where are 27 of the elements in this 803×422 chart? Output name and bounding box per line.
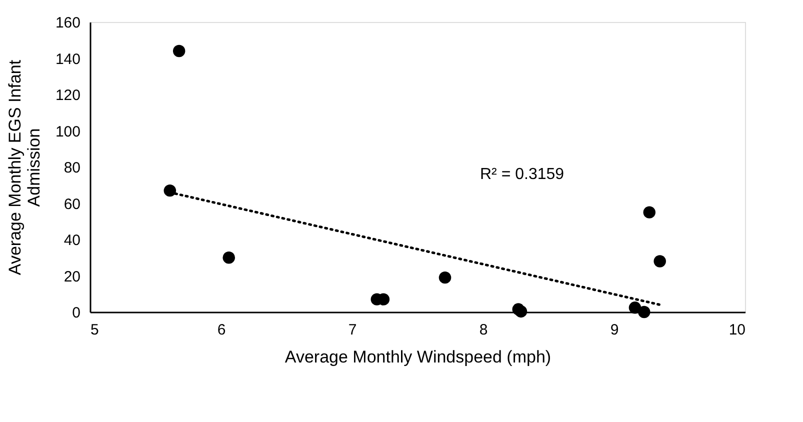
x-tick-label: 5 (90, 322, 99, 338)
point (438, 271, 452, 284)
point (164, 184, 176, 197)
x-tick-label: 8 (479, 322, 488, 338)
x-axis-title: Average Monthly Windspeed (mph) (284, 348, 552, 366)
x-tick-label: 10 (728, 322, 746, 338)
y-tick-label: 20 (64, 268, 80, 286)
point (172, 44, 186, 58)
y-tick-label: 80 (64, 160, 80, 176)
point (628, 302, 642, 314)
y-tick-label: 100 (55, 123, 80, 140)
y-tick-label: 120 (55, 87, 80, 104)
x-tick-label: 7 (348, 322, 357, 338)
y-axis-title: Average Monthly EGS Infant Admission (5, 60, 44, 276)
point (654, 255, 666, 268)
point (514, 305, 528, 318)
point (643, 206, 656, 218)
point (638, 306, 650, 318)
x-tick-label: 6 (217, 322, 226, 338)
annotation: R² = 0.3159 (480, 166, 564, 183)
y-tick-label: 160 (55, 14, 80, 32)
y-tick-label: 60 (64, 196, 80, 213)
y-tick-label: 40 (64, 232, 80, 249)
point (222, 252, 235, 264)
y-tick-label: 0 (72, 304, 80, 322)
x-tick-label: 9 (610, 322, 619, 338)
y-tick-label: 140 (55, 50, 80, 68)
